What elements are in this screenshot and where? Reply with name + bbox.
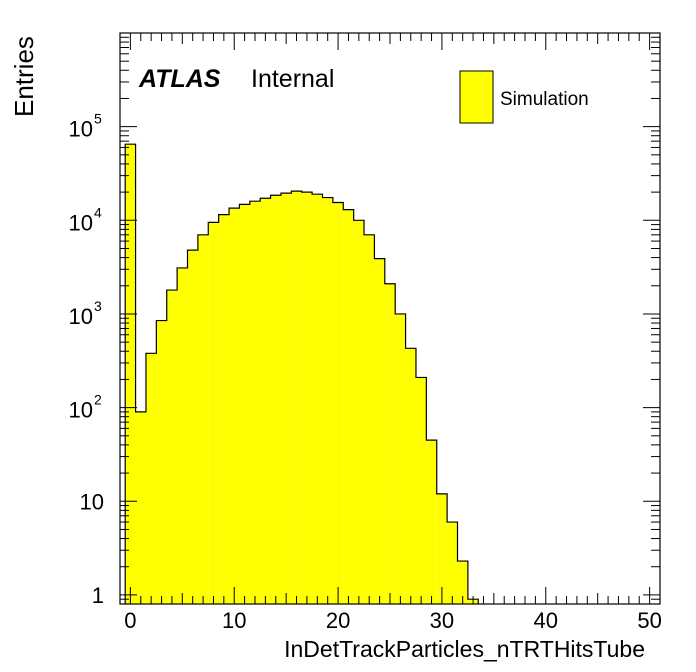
histogram-bar <box>135 411 146 604</box>
histogram-bar <box>322 197 333 604</box>
histogram-bar <box>457 561 468 604</box>
x-tick-label: 50 <box>637 608 661 633</box>
histogram-bar <box>270 195 281 604</box>
histogram-bar <box>384 283 396 604</box>
y-tick-label-exponent: 2 <box>94 392 102 408</box>
histogram-bar <box>353 220 365 605</box>
histogram-bar <box>332 202 344 604</box>
y-tick-label: 10 <box>69 210 93 235</box>
y-tick-label: 10 <box>80 489 104 514</box>
histogram-bar <box>405 348 416 604</box>
histogram-bar <box>447 522 458 604</box>
y-tick-label: 10 <box>69 304 93 329</box>
internal-label: Internal <box>251 65 334 93</box>
atlas-label: ATLAS <box>138 65 221 93</box>
x-tick-label: 40 <box>534 608 558 633</box>
histogram-bar <box>301 192 313 604</box>
x-tick-label: 30 <box>430 608 454 633</box>
legend-label-simulation: Simulation <box>500 89 589 110</box>
histogram-bar <box>426 440 437 604</box>
x-tick-label: 20 <box>326 608 350 633</box>
histogram-outline <box>124 143 479 604</box>
histogram-bars <box>124 143 479 605</box>
x-tick-labels: 0 10 20 30 40 50 <box>124 608 662 633</box>
y-axis-label: Entries <box>9 36 39 117</box>
legend-swatch-simulation <box>459 70 494 124</box>
histogram-bar <box>145 353 157 604</box>
histogram-bar <box>343 209 354 604</box>
histogram-bar <box>187 250 198 605</box>
histogram-bar <box>177 267 188 604</box>
y-tick-label: 10 <box>69 398 93 423</box>
plot-frame <box>119 32 661 605</box>
histogram-bar <box>156 320 167 604</box>
x-axis-ticks <box>119 33 661 604</box>
y-tick-label: 10 <box>69 117 93 142</box>
histogram-bar <box>229 208 240 604</box>
x-tick-label: 10 <box>222 608 246 633</box>
histogram-bar <box>436 493 448 604</box>
y-tick-label: 1 <box>92 583 104 608</box>
x-tick-label: 0 <box>124 608 136 633</box>
histogram-bar <box>197 234 209 604</box>
histogram-bar <box>364 234 375 604</box>
histogram-bar <box>395 313 406 604</box>
histogram-bar <box>374 258 385 604</box>
y-tick-label-exponent: 3 <box>94 298 102 314</box>
histogram-bar <box>280 193 292 605</box>
histogram-bar <box>249 201 261 604</box>
x-axis-label: InDetTrackParticles_nTRTHitsTube <box>284 636 645 662</box>
histogram-bar <box>291 191 302 604</box>
y-tick-label-exponent: 5 <box>94 111 102 127</box>
y-axis-ticks <box>120 36 660 605</box>
histogram-bar <box>260 198 271 604</box>
histogram-bar <box>415 377 427 604</box>
histogram-bar <box>239 204 250 604</box>
histogram-bar <box>125 144 136 604</box>
histogram-bar <box>312 194 323 605</box>
y-tick-label-exponent: 4 <box>94 204 102 220</box>
histogram-bar <box>218 214 230 604</box>
histogram-bar <box>208 222 219 604</box>
histogram-bar <box>166 290 178 604</box>
